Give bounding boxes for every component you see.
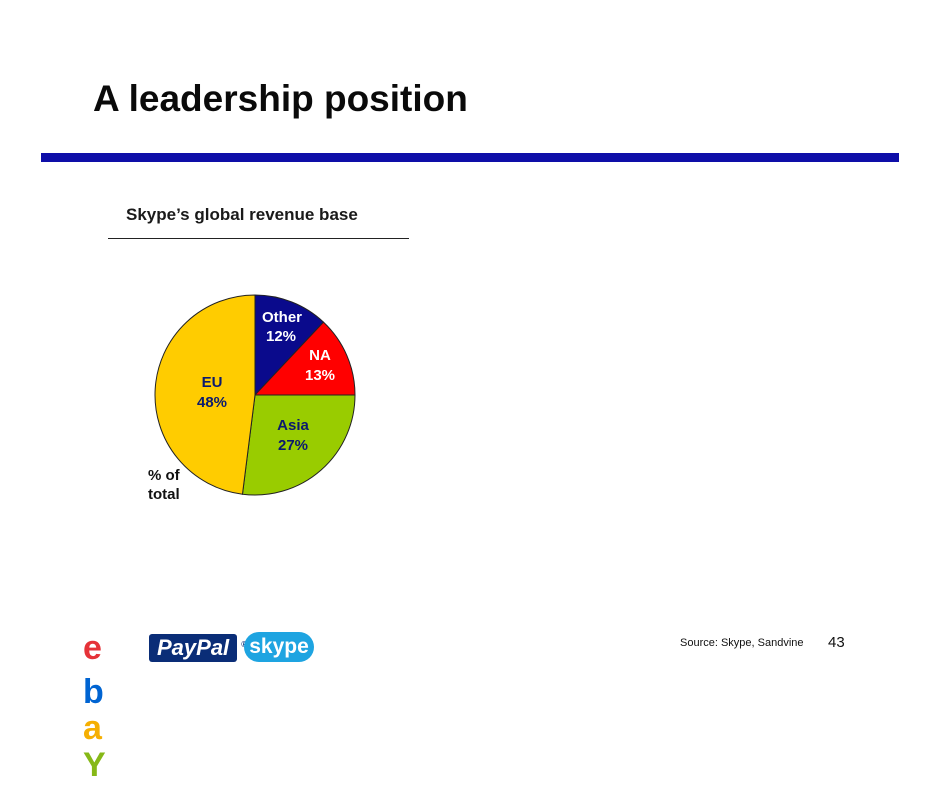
- paypal-logo: PayPal®: [149, 634, 247, 662]
- pie-label-name: NA: [309, 347, 331, 364]
- unit-label: % of total: [148, 466, 180, 504]
- pie-label-value: 13%: [305, 367, 335, 384]
- pie-slice-other: [254, 294, 325, 397]
- ebay-letter-y: Y: [83, 746, 106, 784]
- page-number: 43: [828, 634, 845, 651]
- paypal-logo-text: PayPal: [157, 635, 230, 660]
- unit-label-line2: total: [148, 486, 180, 503]
- pie-label-value: 12%: [266, 328, 296, 345]
- ebay-logo: ebaY: [83, 628, 106, 788]
- slide-title: A leadership position: [93, 78, 468, 119]
- pie-label-asia: Asia 27%: [277, 417, 309, 454]
- pie-label-value: 27%: [278, 437, 308, 454]
- ebay-letter-b: b: [83, 673, 104, 711]
- pie-label-other: Other 12%: [262, 309, 302, 345]
- ebay-letter-a: a: [83, 709, 102, 747]
- pie-slice-na: [253, 321, 356, 396]
- pie-chart: Other 12% NA 13% Asia 27% EU 48%: [154, 294, 356, 496]
- pie-slice-asia: [241, 394, 356, 496]
- ebay-letter-e: e: [83, 629, 102, 667]
- pie-label-name: Asia: [277, 417, 309, 434]
- pie-slice-eu: [154, 294, 256, 495]
- chart-subtitle: Skype’s global revenue base: [126, 205, 358, 224]
- skype-logo: skype: [244, 632, 314, 662]
- unit-label-line1: % of: [148, 467, 180, 484]
- pie-label-na: NA 13%: [305, 347, 335, 384]
- pie-label-value: 48%: [197, 394, 227, 411]
- source-note: Source: Skype, Sandvine: [680, 637, 804, 649]
- subtitle-rule: [108, 238, 409, 239]
- pie-label-eu: EU 48%: [197, 374, 227, 411]
- title-underline-bar: [41, 153, 899, 162]
- pie-label-name: Other: [262, 309, 302, 326]
- pie-label-name: EU: [202, 374, 223, 391]
